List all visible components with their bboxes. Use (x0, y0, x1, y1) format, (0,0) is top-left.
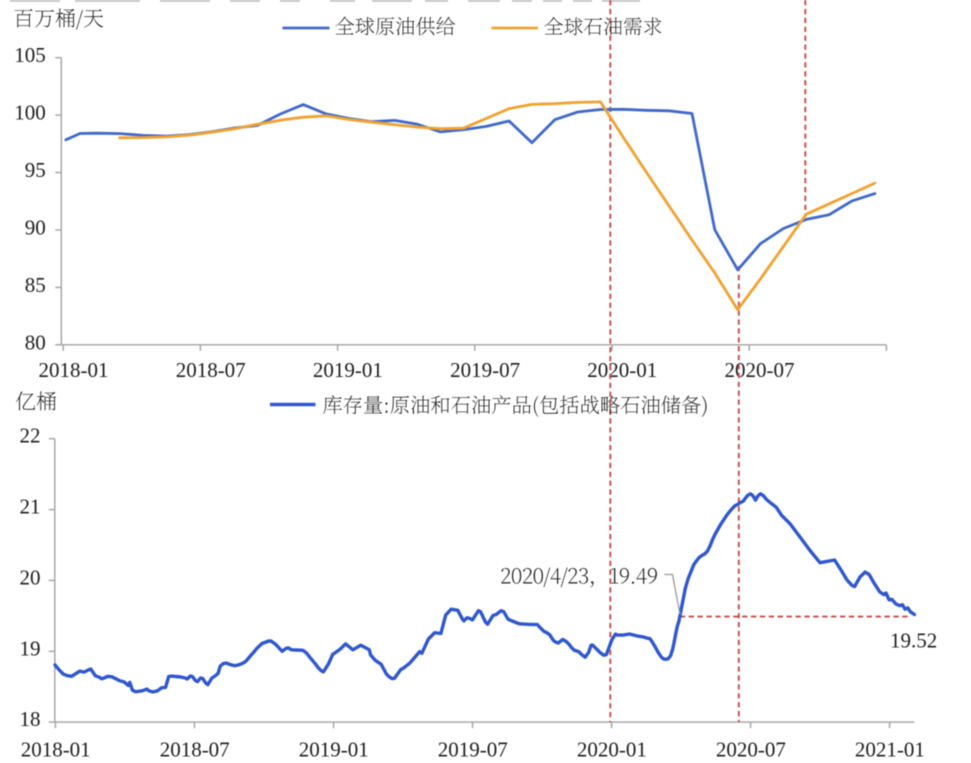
svg-text:95: 95 (25, 158, 46, 182)
svg-text:2019-01: 2019-01 (299, 738, 369, 762)
svg-text:2018-01: 2018-01 (21, 738, 91, 762)
svg-text:18: 18 (20, 707, 41, 731)
svg-text:90: 90 (25, 216, 46, 240)
svg-text:80: 80 (25, 330, 46, 354)
svg-text:19.52: 19.52 (890, 629, 937, 653)
svg-text:2020-01: 2020-01 (577, 738, 647, 762)
svg-text:100: 100 (14, 101, 46, 125)
svg-text:2019-01: 2019-01 (313, 358, 383, 382)
svg-text:2020-01: 2020-01 (587, 358, 657, 382)
svg-text:85: 85 (25, 273, 46, 297)
svg-text:21: 21 (20, 495, 41, 519)
svg-text:105: 105 (14, 43, 46, 67)
svg-text:2019-07: 2019-07 (450, 358, 520, 382)
svg-text:2020-07: 2020-07 (725, 358, 795, 382)
svg-text:22: 22 (20, 424, 41, 448)
svg-text:2018-01: 2018-01 (39, 358, 109, 382)
svg-text:2020-07: 2020-07 (716, 738, 786, 762)
svg-text:2018-07: 2018-07 (160, 738, 230, 762)
svg-text:20: 20 (20, 565, 41, 589)
svg-text:2018-07: 2018-07 (176, 358, 246, 382)
svg-text:19: 19 (20, 636, 41, 660)
svg-text:2021-01: 2021-01 (855, 738, 925, 762)
svg-text:2019-07: 2019-07 (438, 738, 508, 762)
